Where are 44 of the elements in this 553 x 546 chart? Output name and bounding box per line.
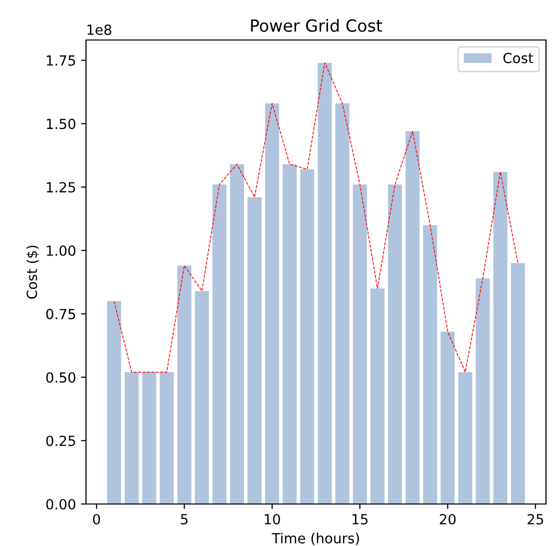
- x-tick-label: 15: [352, 514, 368, 524]
- bar: [352, 184, 367, 504]
- bar: [160, 372, 174, 504]
- bar: [370, 288, 384, 504]
- bar: [510, 263, 525, 504]
- bar: [406, 131, 420, 504]
- y-tick-label: 1.75: [46, 55, 76, 66]
- bar: [388, 184, 402, 504]
- y-tick-label: 0.50: [46, 372, 76, 383]
- bar: [440, 332, 455, 504]
- x-axis-title: Time (hours): [272, 532, 359, 546]
- bar: [282, 164, 297, 504]
- bar: [107, 301, 122, 504]
- x-tick-label: 0: [93, 514, 100, 524]
- bar: [124, 372, 139, 504]
- x-tick-label: 5: [180, 514, 188, 524]
- bar: [230, 164, 244, 504]
- bar: [335, 103, 350, 504]
- bar: [248, 197, 262, 504]
- bar: [300, 169, 314, 504]
- chart-title: Power Grid Cost: [251, 19, 382, 32]
- y-tick-label: 1.50: [46, 118, 76, 130]
- y-tick-label: 0.75: [46, 308, 76, 320]
- bar: [458, 372, 472, 504]
- bar: [265, 103, 280, 504]
- bar: [423, 225, 438, 504]
- y-tick-label: 1.00: [46, 245, 76, 256]
- y-tick-label: 0.00: [46, 498, 76, 510]
- bar: [318, 62, 332, 504]
- y-tick-label: 0.25: [46, 436, 76, 446]
- x-tick-label: 25: [528, 514, 544, 524]
- y-axis-title: Cost ($): [26, 246, 39, 299]
- bar: [476, 278, 490, 504]
- x-tick-label: 20: [440, 514, 456, 524]
- bar: [177, 266, 192, 504]
- text: 1e8: [88, 24, 112, 35]
- bar: [142, 372, 156, 504]
- x-tick-label: 10: [264, 514, 280, 524]
- bar: [194, 291, 209, 504]
- line-series: [114, 62, 518, 373]
- bar: [212, 184, 226, 504]
- bar: [493, 172, 508, 504]
- legend-label: Cost: [503, 52, 534, 64]
- y-tick-label: 1.25: [46, 182, 76, 193]
